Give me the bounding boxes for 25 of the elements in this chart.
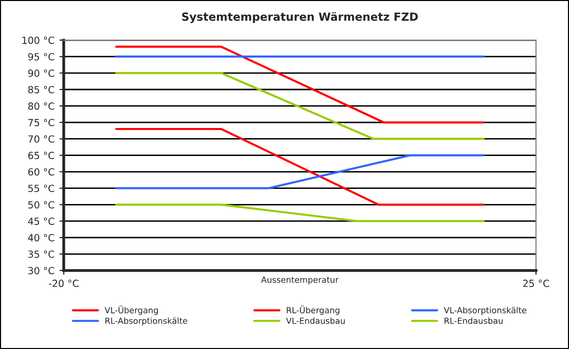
legend-label: VL-Absorptionskälte [444, 306, 526, 315]
legend-label: RL-Endausbau [444, 317, 503, 324]
y-tick-label: 45 °C [28, 218, 54, 225]
y-tick-label: 60 °C [28, 168, 54, 176]
y-tick-label: 55 °C [28, 184, 54, 192]
y-tick-label: 65 °C [28, 152, 54, 160]
x-tick-label: 25 °C [523, 280, 550, 288]
y-tick-label: 75 °C [28, 118, 54, 126]
y-tick-label: 35 °C [28, 250, 54, 258]
legend-label: RL-Übergang [286, 306, 340, 315]
y-tick-label: 40 °C [28, 234, 54, 242]
y-tick-label: 80 °C [28, 102, 54, 110]
y-tick-label: 90 °C [28, 70, 54, 77]
y-tick-label: 70 °C [28, 135, 54, 143]
x-axis-title: Aussentemperatur [261, 276, 339, 284]
y-tick-label: 30 °C [28, 266, 54, 274]
y-tick-label: 95 °C [28, 53, 54, 60]
y-tick-label: 85 °C [28, 86, 54, 94]
legend-label: RL-Absorptionskälte [105, 317, 188, 326]
legend-label: VL-Übergang [104, 306, 158, 315]
legend-label: VL-Endausbau [286, 317, 345, 324]
y-tick-label: 100 °C [22, 36, 54, 44]
x-tick-label: -20 °C [48, 280, 79, 288]
chart-title: Systemtemperaturen Wärmenetz FZD [182, 12, 418, 24]
y-tick-label: 50 °C [28, 201, 54, 208]
